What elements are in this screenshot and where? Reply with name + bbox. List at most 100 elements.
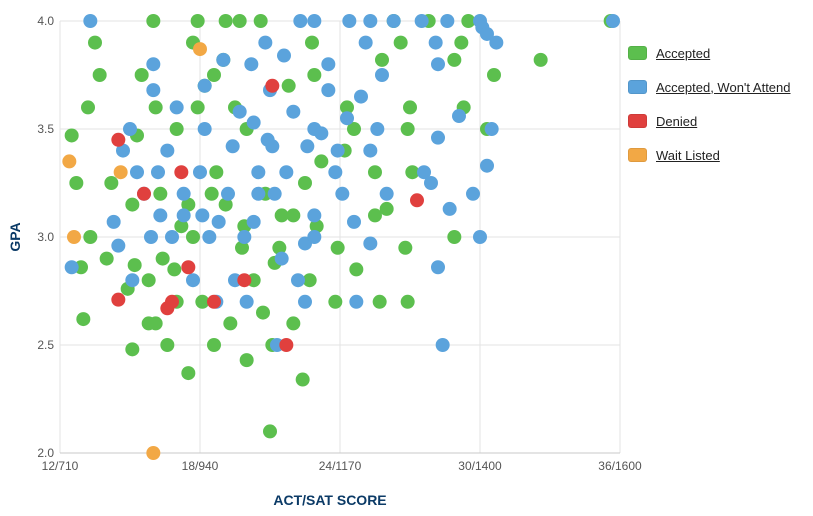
data-point[interactable]	[111, 132, 126, 147]
data-point[interactable]	[263, 424, 277, 439]
data-point[interactable]	[218, 197, 233, 212]
data-point[interactable]	[160, 338, 175, 352]
data-point[interactable]	[167, 262, 182, 277]
data-point[interactable]	[454, 35, 469, 50]
data-point[interactable]	[211, 214, 226, 229]
data-point[interactable]	[260, 132, 275, 147]
data-point[interactable]	[88, 35, 102, 50]
data-point[interactable]	[253, 14, 268, 28]
data-point[interactable]	[146, 57, 161, 72]
data-point[interactable]	[186, 230, 200, 244]
data-point[interactable]	[146, 446, 161, 460]
data-point[interactable]	[431, 57, 445, 72]
data-point[interactable]	[286, 104, 301, 119]
data-point[interactable]	[125, 197, 140, 212]
data-point[interactable]	[489, 35, 504, 50]
data-point[interactable]	[104, 176, 119, 190]
data-point[interactable]	[148, 100, 163, 115]
data-point[interactable]	[424, 176, 438, 190]
data-point[interactable]	[251, 186, 266, 201]
data-point[interactable]	[258, 35, 273, 50]
data-point[interactable]	[480, 158, 494, 173]
data-point[interactable]	[256, 305, 270, 320]
data-point[interactable]	[127, 258, 142, 273]
data-point[interactable]	[181, 366, 196, 381]
data-point[interactable]	[169, 100, 184, 115]
data-point[interactable]	[606, 14, 620, 28]
data-point[interactable]	[239, 353, 254, 368]
data-point[interactable]	[307, 14, 322, 28]
data-point[interactable]	[165, 230, 179, 244]
data-point[interactable]	[207, 338, 221, 352]
legend-item[interactable]: Wait Listed	[628, 138, 791, 172]
data-point[interactable]	[440, 14, 455, 28]
data-point[interactable]	[193, 165, 207, 180]
data-point[interactable]	[435, 338, 450, 352]
data-point[interactable]	[144, 230, 158, 244]
data-point[interactable]	[141, 273, 156, 288]
data-point[interactable]	[328, 294, 343, 309]
data-point[interactable]	[76, 312, 91, 327]
data-point[interactable]	[295, 372, 310, 387]
data-point[interactable]	[473, 230, 487, 244]
data-point[interactable]	[197, 122, 212, 136]
data-point[interactable]	[431, 130, 445, 145]
data-point[interactable]	[452, 109, 466, 124]
data-point[interactable]	[375, 68, 389, 82]
data-point[interactable]	[190, 100, 205, 115]
data-point[interactable]	[207, 68, 221, 82]
data-point[interactable]	[153, 186, 168, 201]
data-point[interactable]	[237, 230, 252, 244]
data-point[interactable]	[130, 165, 144, 180]
data-point[interactable]	[398, 240, 413, 255]
data-point[interactable]	[533, 52, 548, 67]
legend-item[interactable]: Accepted, Won't Attend	[628, 70, 791, 104]
data-point[interactable]	[174, 219, 189, 234]
data-point[interactable]	[298, 176, 312, 190]
data-point[interactable]	[307, 68, 322, 82]
data-point[interactable]	[330, 143, 345, 158]
data-point[interactable]	[286, 208, 301, 223]
data-point[interactable]	[302, 273, 317, 288]
data-point[interactable]	[111, 292, 126, 307]
data-point[interactable]	[83, 14, 98, 28]
data-point[interactable]	[146, 83, 161, 98]
data-point[interactable]	[64, 260, 79, 275]
data-point[interactable]	[134, 68, 149, 82]
data-point[interactable]	[153, 208, 168, 223]
data-point[interactable]	[480, 26, 494, 41]
data-point[interactable]	[442, 201, 457, 216]
data-point[interactable]	[148, 316, 163, 331]
data-point[interactable]	[428, 35, 443, 50]
data-point[interactable]	[272, 240, 287, 255]
data-point[interactable]	[461, 14, 476, 28]
data-point[interactable]	[281, 78, 296, 93]
data-point[interactable]	[99, 251, 114, 266]
data-point[interactable]	[400, 122, 415, 136]
data-point[interactable]	[291, 273, 305, 288]
data-point[interactable]	[363, 143, 378, 158]
data-point[interactable]	[354, 89, 368, 104]
data-point[interactable]	[274, 251, 289, 266]
data-point[interactable]	[186, 273, 200, 288]
data-point[interactable]	[298, 294, 312, 309]
data-point[interactable]	[363, 14, 378, 28]
data-point[interactable]	[274, 208, 289, 223]
data-point[interactable]	[372, 294, 387, 309]
data-point[interactable]	[447, 52, 462, 67]
data-point[interactable]	[267, 186, 282, 201]
data-point[interactable]	[417, 165, 431, 180]
data-point[interactable]	[92, 68, 107, 82]
data-point[interactable]	[340, 100, 354, 115]
data-point[interactable]	[181, 260, 196, 275]
data-point[interactable]	[111, 238, 126, 253]
data-point[interactable]	[400, 294, 415, 309]
data-point[interactable]	[368, 165, 382, 180]
data-point[interactable]	[484, 122, 499, 136]
data-point[interactable]	[347, 122, 361, 136]
data-point[interactable]	[106, 214, 121, 229]
data-point[interactable]	[83, 230, 98, 244]
legend-item[interactable]: Accepted	[628, 36, 791, 70]
data-point[interactable]	[237, 273, 252, 288]
data-point[interactable]	[410, 193, 424, 208]
